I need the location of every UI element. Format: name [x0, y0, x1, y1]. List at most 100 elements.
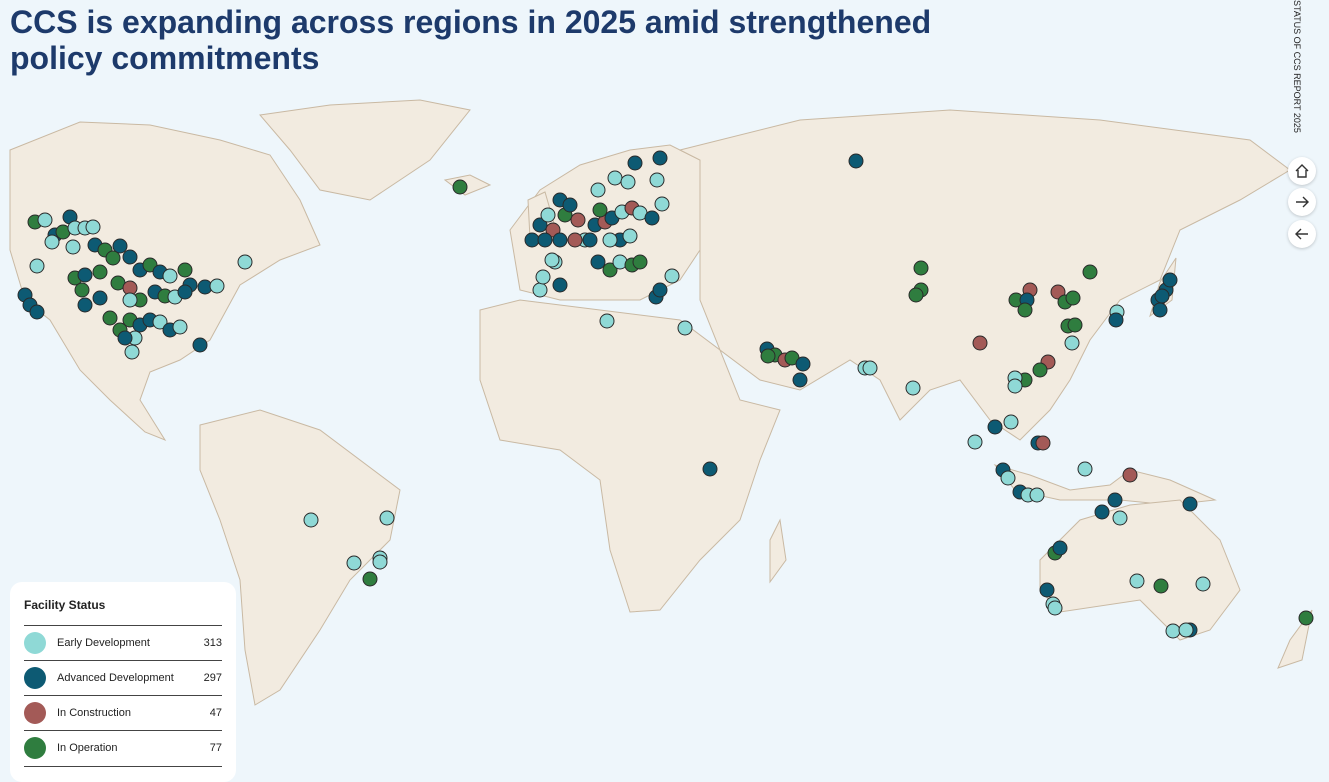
facility-dot[interactable]: [1165, 623, 1181, 639]
facility-dot[interactable]: [105, 250, 121, 266]
facility-dot[interactable]: [37, 212, 53, 228]
facility-dot[interactable]: [1064, 335, 1080, 351]
facility-dot[interactable]: [65, 239, 81, 255]
facility-dot[interactable]: [379, 510, 395, 526]
facility-dot[interactable]: [346, 555, 362, 571]
home-button[interactable]: [1288, 157, 1316, 185]
facility-dot[interactable]: [987, 419, 1003, 435]
facility-dot[interactable]: [172, 319, 188, 335]
facility-dot[interactable]: [112, 238, 128, 254]
facility-dot[interactable]: [1122, 467, 1138, 483]
facility-dot[interactable]: [848, 153, 864, 169]
facility-dot[interactable]: [122, 292, 138, 308]
facility-dot[interactable]: [122, 249, 138, 265]
facility-dot[interactable]: [702, 461, 718, 477]
facility-dot[interactable]: [1298, 610, 1314, 626]
facility-dot[interactable]: [602, 262, 618, 278]
facility-dot[interactable]: [1162, 272, 1178, 288]
facility-dot[interactable]: [592, 202, 608, 218]
facility-dot[interactable]: [177, 284, 193, 300]
facility-dot[interactable]: [1029, 487, 1045, 503]
facility-dot[interactable]: [537, 232, 553, 248]
facility-dot[interactable]: [1047, 600, 1063, 616]
facility-dot[interactable]: [152, 314, 168, 330]
facility-dot[interactable]: [1094, 504, 1110, 520]
facility-dot[interactable]: [372, 554, 388, 570]
facility-dot[interactable]: [102, 310, 118, 326]
facility-dot[interactable]: [552, 277, 568, 293]
facility-dot[interactable]: [92, 264, 108, 280]
facility-dot[interactable]: [1107, 492, 1123, 508]
facility-dot[interactable]: [524, 232, 540, 248]
facility-dot[interactable]: [967, 434, 983, 450]
facility-dot[interactable]: [1153, 578, 1169, 594]
facility-dot[interactable]: [532, 282, 548, 298]
facility-dot[interactable]: [1000, 470, 1016, 486]
facility-dot[interactable]: [1035, 435, 1051, 451]
facility-dot[interactable]: [1065, 290, 1081, 306]
facility-dot[interactable]: [620, 174, 636, 190]
facility-dot[interactable]: [92, 290, 108, 306]
facility-dot[interactable]: [29, 258, 45, 274]
facility-dot[interactable]: [644, 210, 660, 226]
facility-dot[interactable]: [85, 219, 101, 235]
facility-dot[interactable]: [1039, 582, 1055, 598]
facility-dot[interactable]: [544, 252, 560, 268]
facility-dot[interactable]: [1077, 461, 1093, 477]
facility-dot[interactable]: [1154, 288, 1170, 304]
facility-dot[interactable]: [664, 268, 680, 284]
facility-dot[interactable]: [1082, 264, 1098, 280]
facility-dot[interactable]: [1182, 496, 1198, 512]
facility-dot[interactable]: [908, 287, 924, 303]
facility-dot[interactable]: [535, 269, 551, 285]
facility-dot[interactable]: [562, 197, 578, 213]
facility-dot[interactable]: [905, 380, 921, 396]
facility-dot[interactable]: [1195, 576, 1211, 592]
facility-dot[interactable]: [44, 234, 60, 250]
facility-dot[interactable]: [567, 232, 583, 248]
facility-dot[interactable]: [192, 337, 208, 353]
facility-dot[interactable]: [760, 348, 776, 364]
facility-dot[interactable]: [77, 267, 93, 283]
facility-dot[interactable]: [862, 360, 878, 376]
facility-dot[interactable]: [607, 170, 623, 186]
facility-dot[interactable]: [29, 304, 45, 320]
facility-dot[interactable]: [1178, 622, 1194, 638]
facility-dot[interactable]: [1017, 302, 1033, 318]
facility-dot[interactable]: [590, 182, 606, 198]
facility-dot[interactable]: [237, 254, 253, 270]
facility-dot[interactable]: [74, 282, 90, 298]
facility-dot[interactable]: [622, 228, 638, 244]
facility-dot[interactable]: [532, 217, 548, 233]
facility-dot[interactable]: [124, 344, 140, 360]
facility-dot[interactable]: [303, 512, 319, 528]
facility-dot[interactable]: [1052, 540, 1068, 556]
facility-dot[interactable]: [1108, 312, 1124, 328]
facility-dot[interactable]: [209, 278, 225, 294]
facility-dot[interactable]: [632, 254, 648, 270]
facility-dot[interactable]: [652, 282, 668, 298]
facility-dot[interactable]: [792, 372, 808, 388]
back-button[interactable]: [1288, 220, 1316, 248]
facility-dot[interactable]: [362, 571, 378, 587]
facility-dot[interactable]: [649, 172, 665, 188]
facility-dot[interactable]: [1112, 510, 1128, 526]
next-button[interactable]: [1288, 188, 1316, 216]
facility-dot[interactable]: [795, 356, 811, 372]
facility-dot[interactable]: [677, 320, 693, 336]
facility-dot[interactable]: [627, 155, 643, 171]
facility-dot[interactable]: [582, 232, 598, 248]
facility-dot[interactable]: [540, 207, 556, 223]
facility-dot[interactable]: [1067, 317, 1083, 333]
facility-dot[interactable]: [590, 254, 606, 270]
facility-dot[interactable]: [654, 196, 670, 212]
facility-dot[interactable]: [1003, 414, 1019, 430]
facility-dot[interactable]: [599, 313, 615, 329]
facility-dot[interactable]: [552, 232, 568, 248]
facility-dot[interactable]: [602, 232, 618, 248]
facility-dot[interactable]: [1129, 573, 1145, 589]
facility-dot[interactable]: [570, 212, 586, 228]
facility-dot[interactable]: [913, 260, 929, 276]
facility-dot[interactable]: [117, 330, 133, 346]
facility-dot[interactable]: [1032, 362, 1048, 378]
